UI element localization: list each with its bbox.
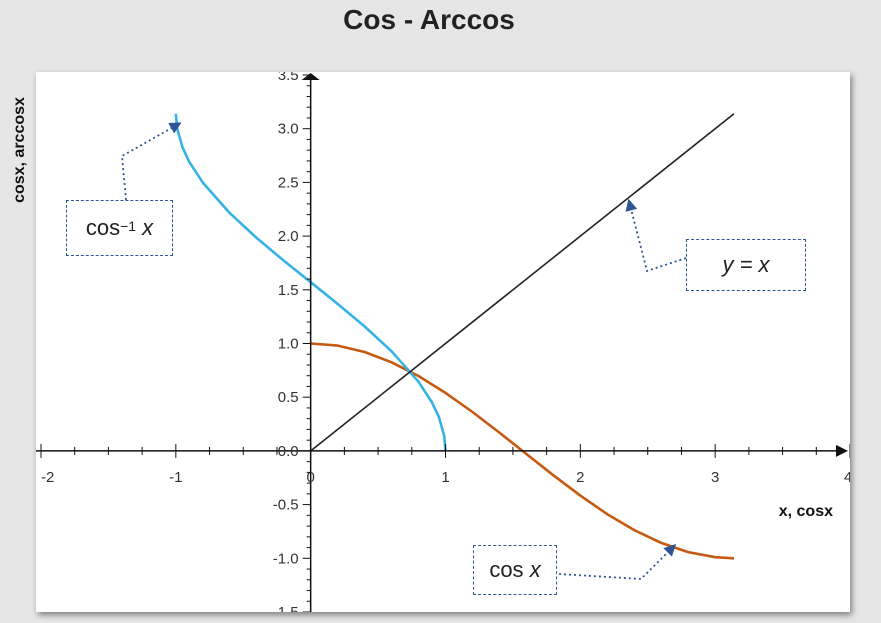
y-tick-label: 0.5: [278, 389, 299, 406]
y-tick-label: -1.0: [273, 550, 299, 567]
y-tick-label: 0.0: [278, 443, 299, 460]
x-tick-label: 0: [306, 469, 314, 486]
x-tick-label: 3: [711, 469, 719, 486]
x-tick-label: 2: [576, 469, 584, 486]
y-axis-arrowhead: [301, 73, 320, 80]
series-line-identity: [310, 113, 735, 452]
callout-arccos: cos −1 x: [66, 200, 173, 256]
y-tick-label: 1.0: [278, 336, 299, 353]
callout-arccos-sup: −1: [120, 218, 137, 234]
callout-yx-leader: [625, 198, 687, 273]
x-tick-label: -2: [41, 469, 54, 486]
y-tick-label: 3.0: [278, 121, 299, 138]
callout-leaders-layer: [121, 122, 687, 580]
x-tick-label: 1: [441, 469, 449, 486]
chart-svg: -2 -1 0 1 2 3 4 -1.5 -1.0 -0.5 0.0 0.5 1.0 1.5 2.0 2.5 3…: [36, 72, 850, 612]
y-tick-label: -0.5: [273, 497, 299, 514]
x-axis-title: x, cosx: [779, 503, 833, 520]
chart-title: Cos - Arccos: [343, 4, 515, 35]
callout-arccos-text: cos: [85, 215, 121, 240]
callout-arccos-var: x: [142, 215, 154, 240]
axes-layer: -2 -1 0 1 2 3 4 -1.5 -1.0 -0.5 0.0 0.5 1.0 1.5 2.0 2.5 3…: [36, 72, 850, 612]
y-axis-title: cosx, arccosx: [11, 97, 28, 203]
callout-cos: cos x: [473, 545, 557, 595]
y-tick-label: 1.5: [278, 282, 299, 299]
callout-arccos-leader: [121, 122, 182, 201]
y-tick-label: 3.5: [278, 72, 299, 84]
y-axis-title-svg: cosx, arccosx: [11, 97, 28, 203]
y-tick-label: -1.5: [273, 604, 299, 612]
callout-yx-text: y = x: [722, 252, 770, 277]
y-tick-label: 2.0: [278, 228, 299, 245]
series-layer: [174, 113, 735, 560]
callout-cos-text: cos: [489, 557, 524, 582]
callout-cos-var: x: [529, 557, 541, 582]
x-tick-label: -1: [169, 469, 182, 486]
x-tick-label: 4: [844, 469, 850, 486]
callout-yx: y = x: [686, 239, 806, 291]
y-tick-label: 2.5: [278, 174, 299, 191]
plot-area: -2 -1 0 1 2 3 4 -1.5 -1.0 -0.5 0.0 0.5 1.0 1.5 2.0 2.5 3…: [36, 72, 850, 612]
callout-cos-leader: [558, 544, 677, 580]
